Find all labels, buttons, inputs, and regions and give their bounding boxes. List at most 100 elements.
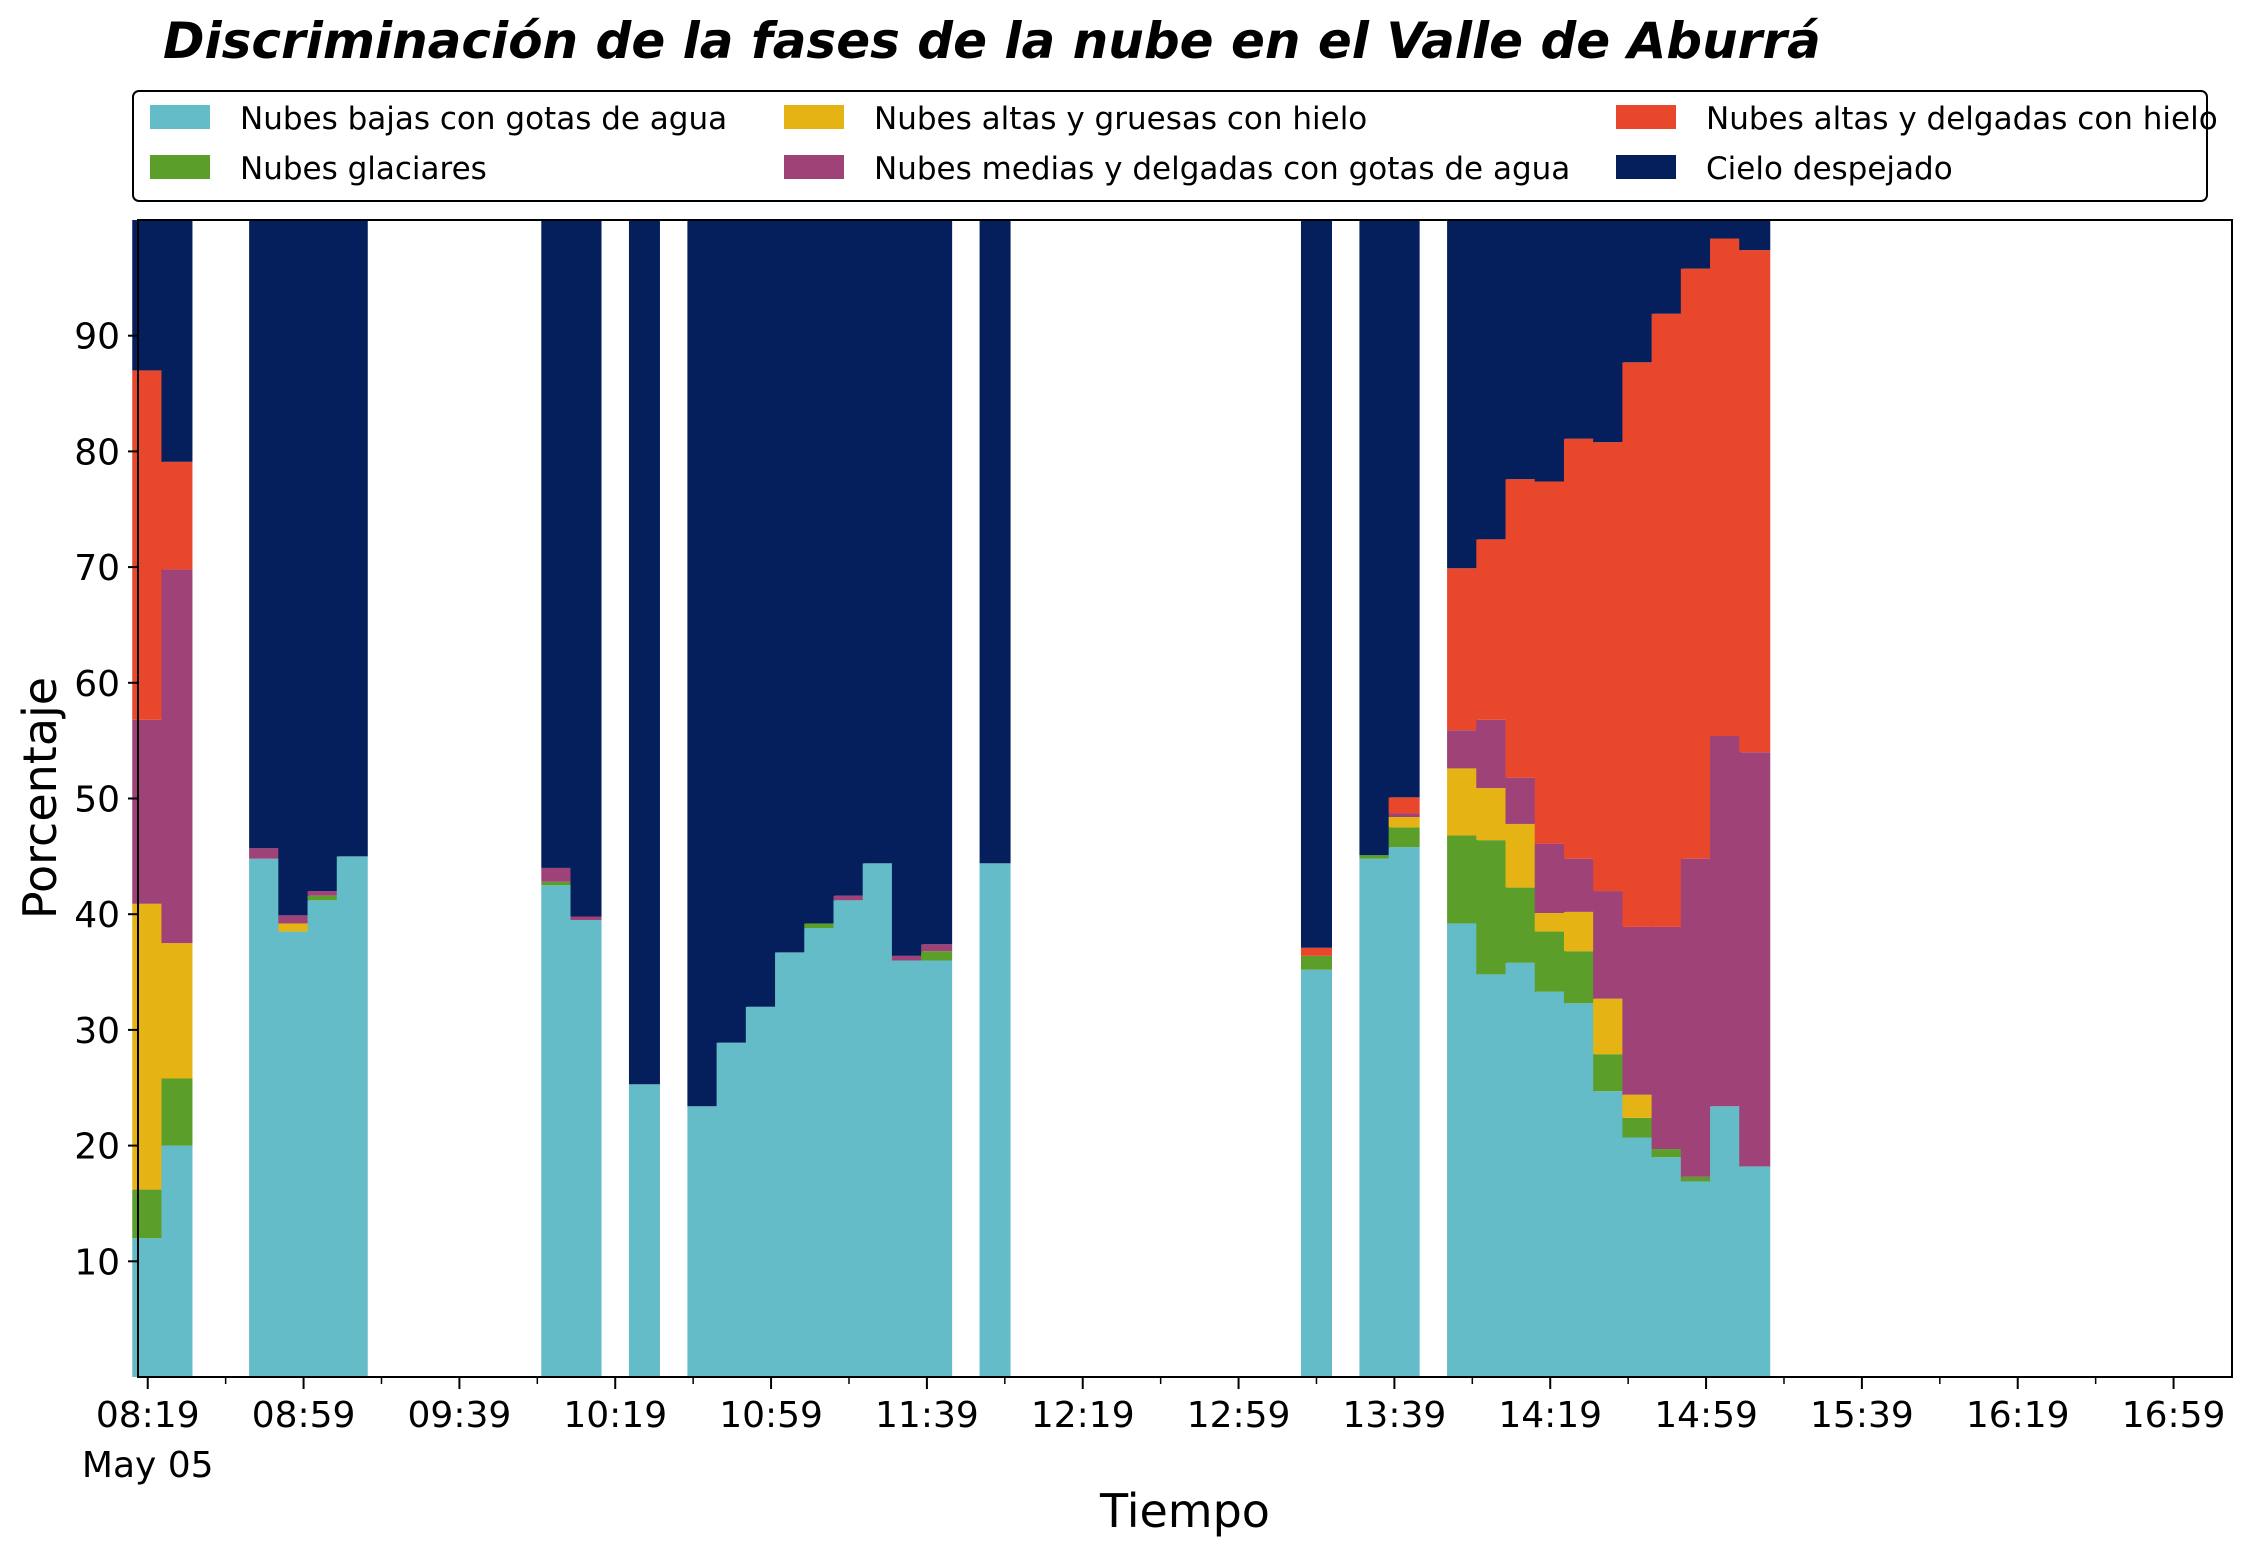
bar-segment-cielo-despejado-18	[979, 220, 1011, 864]
y-tick-label-30: 30	[74, 1011, 120, 1052]
x-tick-label-800: 14:59	[1654, 1395, 1758, 1436]
bar-segment-nubes-bajas-con-gotas-de-agua-0	[132, 1238, 164, 1377]
bar-segment-nubes-glaciares-17	[921, 951, 953, 961]
bar-segment-cielo-despejado-22	[1447, 220, 1479, 569]
bar-segment-nubes-bajas-con-gotas-de-agua-21	[1388, 847, 1420, 1377]
legend-swatch-cielo-despejado	[1616, 155, 1676, 179]
bar-segment-cielo-despejado-14	[833, 220, 865, 896]
bar-segment-cielo-despejado-23	[1476, 220, 1508, 540]
bar-segment-nubes-altas-y-gruesas-con-hielo-1	[161, 943, 193, 1079]
bar-segment-nubes-medias-y-delgadas-con-gotas-de-agua-14	[833, 895, 865, 901]
x-tick-label-480: 12:19	[1031, 1395, 1135, 1436]
y-tick-label-10: 10	[74, 1242, 120, 1283]
bar-segment-nubes-medias-y-delgadas-con-gotas-de-agua-0	[132, 719, 164, 904]
bar-segment-nubes-medias-y-delgadas-con-gotas-de-agua-6	[541, 867, 573, 882]
bar-segment-cielo-despejado-26	[1563, 220, 1595, 439]
x-tick-label-720: 14:19	[1498, 1395, 1602, 1436]
bar-segment-nubes-bajas-con-gotas-de-agua-14	[833, 900, 865, 1377]
x-tick-label-640: 13:39	[1343, 1395, 1447, 1436]
bar-segment-cielo-despejado-8	[628, 220, 660, 1085]
bar-segment-cielo-despejado-6	[541, 220, 573, 868]
y-tick-label-50: 50	[74, 780, 120, 821]
bar-segment-nubes-glaciares-28	[1622, 1117, 1654, 1138]
bar-segment-nubes-bajas-con-gotas-de-agua-23	[1476, 974, 1508, 1377]
bar-segment-nubes-glaciares-6	[541, 881, 573, 886]
bar-segment-nubes-glaciares-4	[307, 895, 339, 901]
bar-segment-nubes-bajas-con-gotas-de-agua-12	[775, 952, 807, 1377]
bar-segment-cielo-despejado-10	[716, 220, 748, 1043]
y-axis-label: Porcentaje	[13, 677, 67, 919]
x-axis: 08:19 May 05 08:59 09:39 10:19 10:59 11:39 12:1…	[82, 1377, 2226, 1486]
bar-segment-cielo-despejado-13	[804, 220, 836, 924]
y-tick-label-60: 60	[74, 664, 120, 705]
bar-segment-nubes-medias-y-delgadas-con-gotas-de-agua-7	[570, 916, 602, 920]
bar-segment-cielo-despejado-9	[687, 220, 719, 1107]
bar-segment-nubes-bajas-con-gotas-de-agua-16	[891, 960, 923, 1377]
bar-segment-nubes-glaciares-20	[1359, 855, 1391, 859]
bar-segment-nubes-altas-y-gruesas-con-hielo-0	[132, 903, 164, 1190]
bar-segment-nubes-bajas-con-gotas-de-agua-27	[1593, 1091, 1625, 1377]
legend-swatch-nubes-medias-y-delgadas-con-gotas-de-agua	[784, 155, 844, 179]
bar-segment-nubes-altas-y-delgadas-con-hielo-27	[1593, 442, 1625, 892]
bar-segment-cielo-despejado-29	[1651, 220, 1683, 314]
legend-swatch-nubes-altas-y-delgadas-con-hielo	[1616, 105, 1676, 129]
legend-swatch-nubes-altas-y-gruesas-con-hielo	[784, 105, 844, 129]
bar-segment-nubes-bajas-con-gotas-de-agua-24	[1505, 962, 1537, 1377]
legend-label-nubes-altas-y-gruesas-con-hielo: Nubes altas y gruesas con hielo	[874, 101, 1367, 137]
bar-segment-nubes-bajas-con-gotas-de-agua-28	[1622, 1137, 1654, 1377]
bar-segment-nubes-altas-y-delgadas-con-hielo-32	[1739, 250, 1771, 753]
bar-segment-nubes-bajas-con-gotas-de-agua-19	[1300, 969, 1332, 1377]
bar-segment-nubes-altas-y-delgadas-con-hielo-0	[132, 370, 164, 720]
legend-label-nubes-altas-y-delgadas-con-hielo: Nubes altas y delgadas con hielo	[1706, 101, 2218, 137]
bar-segment-nubes-glaciares-26	[1563, 951, 1595, 1004]
bar-segment-nubes-bajas-con-gotas-de-agua-30	[1680, 1181, 1712, 1377]
bar-segment-nubes-bajas-con-gotas-de-agua-26	[1563, 1003, 1595, 1377]
bar-segment-cielo-despejado-20	[1359, 220, 1391, 856]
bar-segment-nubes-bajas-con-gotas-de-agua-4	[307, 900, 339, 1377]
x-tick-label-960: 16:19	[1966, 1395, 2070, 1436]
bar-segment-cielo-despejado-3	[278, 220, 310, 916]
legend: Nubes bajas con gotas de agua Nubes glaci…	[132, 90, 2218, 202]
bar-segment-cielo-despejado-12	[775, 220, 807, 953]
bar-segment-nubes-glaciares-0	[132, 1189, 164, 1239]
bar-segment-nubes-altas-y-gruesas-con-hielo-24	[1505, 823, 1537, 888]
bar-segment-cielo-despejado-31	[1710, 220, 1742, 239]
bar-segment-cielo-despejado-0	[132, 220, 164, 371]
bar-segment-nubes-glaciares-13	[804, 923, 836, 929]
x-tick-label-320: 10:59	[719, 1395, 823, 1436]
bar-segment-nubes-bajas-con-gotas-de-agua-6	[541, 885, 573, 1377]
bar-segment-nubes-medias-y-delgadas-con-gotas-de-agua-28	[1622, 926, 1654, 1095]
legend-label-nubes-bajas-con-gotas-de-agua: Nubes bajas con gotas de agua	[240, 101, 727, 137]
x-tick-sublabel-date: May 05	[82, 1445, 214, 1486]
legend-frame	[132, 90, 2208, 202]
x-axis-label: Tiempo	[1099, 1484, 1270, 1538]
bar-segment-nubes-bajas-con-gotas-de-agua-5	[336, 856, 368, 1377]
legend-label-nubes-glaciares: Nubes glaciares	[240, 151, 487, 187]
y-axis: 10 20 30 40 50 60 70 80 90	[74, 317, 138, 1283]
bar-segment-nubes-glaciares-22	[1447, 835, 1479, 924]
bar-segment-nubes-bajas-con-gotas-de-agua-10	[716, 1042, 748, 1377]
bar-segment-cielo-despejado-17	[921, 220, 953, 945]
bar-segment-nubes-bajas-con-gotas-de-agua-15	[862, 863, 894, 1377]
bar-segment-nubes-glaciares-19	[1300, 955, 1332, 970]
x-tick-label-400: 11:39	[875, 1395, 979, 1436]
bar-segment-cielo-despejado-30	[1680, 220, 1712, 269]
bar-segment-nubes-medias-y-delgadas-con-gotas-de-agua-22	[1447, 730, 1479, 769]
bar-segment-nubes-medias-y-delgadas-con-gotas-de-agua-1	[161, 569, 193, 944]
plot-area	[138, 220, 2232, 1377]
bar-segment-nubes-altas-y-delgadas-con-hielo-28	[1622, 362, 1654, 927]
bar-segment-cielo-despejado-7	[570, 220, 602, 917]
y-tick-label-20: 20	[74, 1127, 120, 1168]
bars-group	[132, 220, 1771, 1377]
x-tick-label-1040: 16:59	[2122, 1395, 2226, 1436]
bar-segment-nubes-bajas-con-gotas-de-agua-20	[1359, 858, 1391, 1377]
bar-segment-nubes-altas-y-gruesas-con-hielo-21	[1388, 817, 1420, 828]
bar-segment-nubes-altas-y-gruesas-con-hielo-23	[1476, 788, 1508, 841]
bar-segment-nubes-medias-y-delgadas-con-gotas-de-agua-17	[921, 944, 953, 952]
bar-segment-nubes-altas-y-gruesas-con-hielo-25	[1534, 913, 1566, 932]
legend-swatch-nubes-glaciares	[150, 155, 210, 179]
bar-segment-nubes-glaciares-24	[1505, 887, 1537, 963]
bar-segment-nubes-medias-y-delgadas-con-gotas-de-agua-23	[1476, 719, 1508, 789]
bar-segment-nubes-bajas-con-gotas-de-agua-9	[687, 1106, 719, 1377]
